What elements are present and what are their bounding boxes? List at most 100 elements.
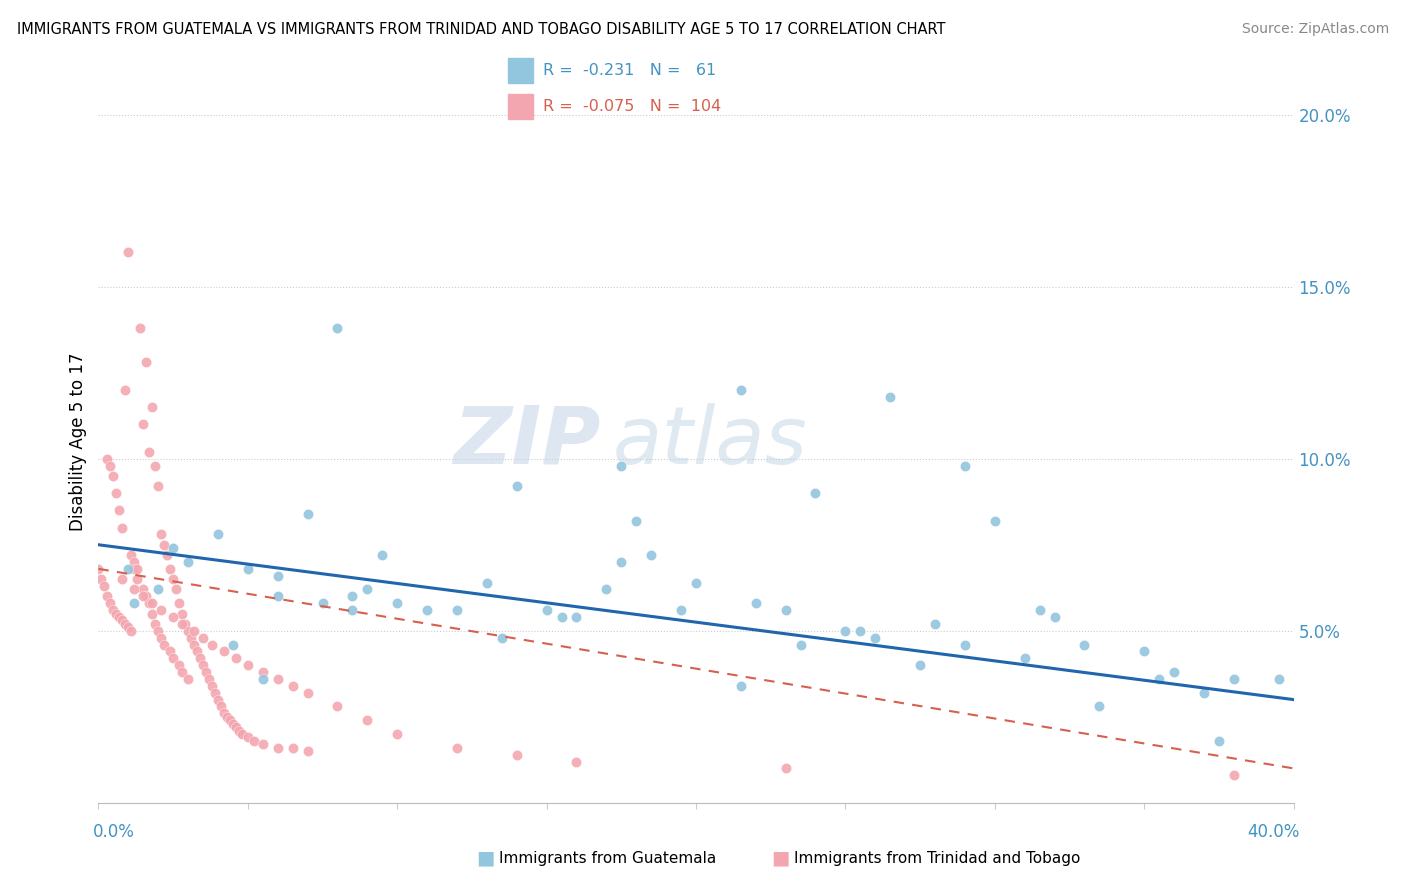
Point: [156, 548, 179, 562]
Point: [183, 638, 205, 652]
Point: [924, 616, 946, 631]
Point: [475, 575, 498, 590]
Point: [215, 710, 238, 724]
Point: [231, 727, 253, 741]
Point: [114, 616, 136, 631]
Point: [730, 679, 752, 693]
Point: [356, 713, 378, 727]
Point: [148, 479, 170, 493]
Point: [297, 686, 319, 700]
Point: [342, 603, 364, 617]
Point: [446, 603, 468, 617]
Point: [228, 723, 250, 738]
Point: [207, 692, 229, 706]
Point: [610, 555, 633, 569]
Bar: [508, 58, 533, 83]
Point: [167, 658, 190, 673]
Point: [371, 548, 394, 562]
Point: [385, 596, 409, 610]
Point: [311, 596, 333, 610]
Point: [177, 555, 200, 569]
Point: [143, 458, 166, 473]
Point: [141, 596, 163, 610]
Point: [111, 572, 134, 586]
Point: [138, 596, 160, 610]
Point: [297, 744, 319, 758]
Point: [177, 672, 200, 686]
Point: [236, 658, 259, 673]
Point: [1147, 672, 1170, 686]
Text: ■: ■: [770, 848, 790, 868]
Point: [204, 686, 226, 700]
Point: [162, 610, 184, 624]
Point: [90, 572, 112, 586]
Point: [326, 699, 349, 714]
Point: [124, 596, 146, 610]
Point: [174, 616, 197, 631]
Point: [834, 624, 856, 638]
Point: [356, 582, 378, 597]
Point: [243, 734, 266, 748]
Point: [385, 727, 409, 741]
Point: [177, 624, 200, 638]
Point: [1133, 644, 1156, 658]
Point: [207, 527, 229, 541]
Text: 40.0%: 40.0%: [1247, 823, 1299, 841]
Point: [1014, 651, 1036, 665]
Point: [162, 541, 184, 556]
Point: [565, 755, 588, 769]
Y-axis label: Disability Age 5 to 17: Disability Age 5 to 17: [69, 352, 87, 531]
Point: [129, 321, 152, 335]
Point: [172, 607, 194, 621]
Point: [281, 740, 304, 755]
Point: [849, 624, 872, 638]
Point: [162, 572, 184, 586]
Point: [1192, 686, 1215, 700]
Point: [153, 538, 176, 552]
Point: [730, 383, 752, 397]
Point: [172, 665, 194, 679]
Point: [1163, 665, 1185, 679]
Point: [127, 562, 149, 576]
Point: [165, 582, 187, 597]
Point: [865, 631, 887, 645]
Point: [103, 603, 125, 617]
Point: [141, 607, 163, 621]
Point: [685, 575, 707, 590]
Point: [775, 761, 797, 775]
Point: [98, 458, 122, 473]
Point: [326, 321, 349, 335]
Text: atlas: atlas: [613, 402, 807, 481]
Point: [167, 596, 190, 610]
Point: [252, 665, 274, 679]
Point: [120, 624, 142, 638]
Bar: [508, 94, 533, 119]
Point: [148, 582, 170, 597]
Point: [212, 706, 235, 721]
Point: [105, 486, 128, 500]
Point: [297, 507, 319, 521]
Point: [225, 720, 247, 734]
Point: [804, 486, 827, 500]
Point: [789, 638, 811, 652]
Point: [1223, 768, 1246, 782]
Text: IMMIGRANTS FROM GUATEMALA VS IMMIGRANTS FROM TRINIDAD AND TOBAGO DISABILITY AGE : IMMIGRANTS FROM GUATEMALA VS IMMIGRANTS …: [17, 22, 945, 37]
Point: [640, 548, 662, 562]
Point: [775, 603, 797, 617]
Point: [127, 572, 149, 586]
Point: [183, 624, 205, 638]
Point: [267, 590, 290, 604]
Point: [172, 616, 194, 631]
Point: [117, 245, 139, 260]
Point: [114, 383, 136, 397]
Point: [610, 458, 633, 473]
Point: [953, 458, 976, 473]
Point: [143, 616, 166, 631]
Point: [124, 555, 146, 569]
Point: [135, 355, 157, 369]
Point: [908, 658, 931, 673]
Point: [1043, 610, 1066, 624]
Text: ■: ■: [475, 848, 495, 868]
Text: R =  -0.075   N =  104: R = -0.075 N = 104: [543, 99, 721, 114]
Point: [148, 624, 170, 638]
